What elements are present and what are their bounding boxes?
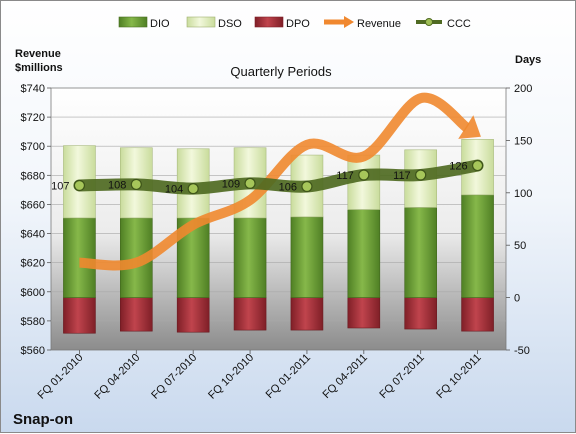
left-tick-label: $720 <box>21 112 45 124</box>
right-axis-title: Days <box>515 54 541 66</box>
bar-dpo <box>176 297 210 333</box>
legend-swatch-dpo <box>254 16 284 28</box>
right-tick-label: -50 <box>514 345 530 357</box>
legend-label-ccc: CCC <box>447 18 471 30</box>
left-tick-label: $700 <box>21 141 45 153</box>
x-axis: FQ 01-2010 FQ 04-2010 FQ 07-2010 FQ 10-2010… <box>36 350 484 402</box>
ccc-point <box>471 159 484 172</box>
ccc-point <box>358 169 370 181</box>
legend: DIO DSO DPO Revenue CCC <box>118 16 471 30</box>
x-tick-label: FQ 04-2011 <box>321 352 370 401</box>
revenue-line <box>79 92 471 271</box>
left-tick-label: $620 <box>21 258 45 270</box>
left-tick-label: $560 <box>21 345 45 357</box>
x-tick-label: FQ 10-2011 <box>434 352 483 401</box>
ccc-data-label: 108 <box>108 179 126 191</box>
ccc-point <box>187 183 199 195</box>
bar-dio <box>233 217 267 298</box>
ccc-data-label: 126 <box>449 161 467 173</box>
left-tick-label: $740 <box>21 83 45 95</box>
x-tick-label: FQ 10-2010 <box>206 352 256 402</box>
ccc-series: 107 108 104 109 106 117 117 126 <box>51 159 484 196</box>
legend-swatch-revenue <box>324 16 354 28</box>
bar-dpo <box>347 297 381 329</box>
x-tick-label: FQ 07-2011 <box>377 352 426 401</box>
legend-swatch-dso <box>186 16 216 28</box>
ccc-point <box>244 177 256 189</box>
plot-area <box>50 87 507 351</box>
bar-dio <box>347 209 381 298</box>
legend-swatch-ccc <box>416 18 442 26</box>
left-tick-label: $580 <box>21 316 45 328</box>
x-tick-label: FQ 04-2010 <box>92 352 142 402</box>
bar-dpo <box>461 297 494 332</box>
bar-dio <box>290 216 324 298</box>
ccc-data-label: 117 <box>336 170 354 182</box>
left-tick-label: $660 <box>21 199 45 211</box>
revenue-series <box>79 92 481 271</box>
x-tick-label: FQ 01-2011 <box>264 352 313 401</box>
left-axis-title-line1: Revenue <box>15 48 61 60</box>
right-tick-label: 150 <box>514 135 532 147</box>
left-axis-title-line2: $millions <box>15 62 63 74</box>
company-name: Snap-on <box>13 411 73 428</box>
right-axis: -50 0 50 100 150 200 <box>506 83 532 357</box>
ccc-data-label: 117 <box>393 170 411 182</box>
legend-swatch-dio <box>118 16 148 28</box>
right-tick-label: 50 <box>514 240 526 252</box>
left-tick-label: $640 <box>21 229 45 241</box>
legend-label-dpo: DPO <box>286 18 310 30</box>
bar-dio <box>461 194 494 298</box>
bar-dpo <box>63 297 96 334</box>
x-tick-label: FQ 07-2010 <box>149 352 199 402</box>
left-tick-label: $600 <box>21 287 45 299</box>
right-tick-label: 0 <box>514 293 520 305</box>
bar-dpo <box>120 297 153 332</box>
ccc-point <box>73 179 86 192</box>
bar-dpo <box>404 297 437 330</box>
legend-label-revenue: Revenue <box>357 18 401 30</box>
ccc-data-label: 109 <box>222 178 240 190</box>
right-tick-label: 100 <box>514 188 532 200</box>
ccc-data-label: 106 <box>279 182 297 194</box>
bar-dio <box>404 207 437 298</box>
ccc-point <box>301 180 313 193</box>
ccc-data-label: 104 <box>165 184 183 196</box>
right-tick-label: 200 <box>514 83 532 95</box>
left-axis: $560 $580 $600 $620 $640 $660 $680 $700 $720 $740 <box>21 83 51 357</box>
ccc-data-label: 107 <box>51 180 69 192</box>
ccc-point <box>130 178 142 191</box>
legend-label-dso: DSO <box>218 18 242 30</box>
x-tick-label: FQ 01-2010 <box>36 352 86 402</box>
bar-dio <box>63 217 96 298</box>
bar-dpo <box>233 297 267 331</box>
left-tick-label: $680 <box>21 170 45 182</box>
ccc-point <box>415 169 427 181</box>
bar-dpo <box>290 297 324 331</box>
chart-title: Quarterly Periods <box>230 64 332 79</box>
legend-label-dio: DIO <box>150 18 170 30</box>
revenue-arrowhead <box>458 115 481 139</box>
